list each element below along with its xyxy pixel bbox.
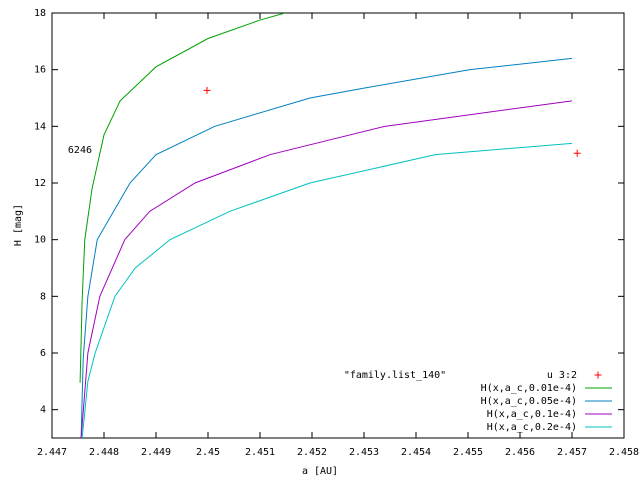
legend-label: H(x,a_c,0.1e-4) xyxy=(487,409,577,420)
plot-area xyxy=(79,13,581,438)
annotation: 6246 xyxy=(68,145,92,156)
x-tick-label: 2.45 xyxy=(196,447,220,458)
x-tick-label: 2.454 xyxy=(401,447,431,458)
legend-label: u 3:2 xyxy=(547,370,577,381)
x-axis-label: a [AU] xyxy=(302,466,338,477)
data-line xyxy=(80,100,573,438)
legend-label: H(x,a_c,0.01e-4) xyxy=(481,383,577,394)
y-tick-label: 8 xyxy=(40,291,46,302)
plot-frame xyxy=(51,12,625,439)
data-point xyxy=(203,86,211,94)
y-tick-label: 4 xyxy=(40,405,46,416)
x-tick-label: 2.451 xyxy=(245,447,275,458)
x-tick-label: 2.453 xyxy=(349,447,379,458)
y-tick-label: 16 xyxy=(34,65,46,76)
x-tick-label: 2.456 xyxy=(505,447,535,458)
y-tick-label: 6 xyxy=(40,348,46,359)
y-axis-label: H [mag] xyxy=(13,204,24,246)
x-tick-label: 2.457 xyxy=(557,447,587,458)
data-line xyxy=(79,13,286,383)
legend-label: H(x,a_c,0.05e-4) xyxy=(481,396,577,407)
legend-marker xyxy=(594,371,602,379)
y-tick-label: 14 xyxy=(34,121,46,132)
data-line xyxy=(81,142,573,438)
x-tick-label: 2.458 xyxy=(609,447,639,458)
key-title: "family.list_140" xyxy=(344,370,446,381)
legend-label: H(x,a_c,0.2e-4) xyxy=(487,422,577,433)
x-tick-label: 2.452 xyxy=(297,447,327,458)
x-tick-label: 2.447 xyxy=(37,447,67,458)
x-tick-label: 2.448 xyxy=(89,447,119,458)
y-tick-label: 18 xyxy=(34,8,46,19)
y-tick-label: 10 xyxy=(34,235,46,246)
x-tick-label: 2.449 xyxy=(141,447,171,458)
data-point xyxy=(573,149,581,157)
data-line xyxy=(80,57,573,438)
x-tick-label: 2.455 xyxy=(453,447,483,458)
y-tick-label: 12 xyxy=(34,178,46,189)
